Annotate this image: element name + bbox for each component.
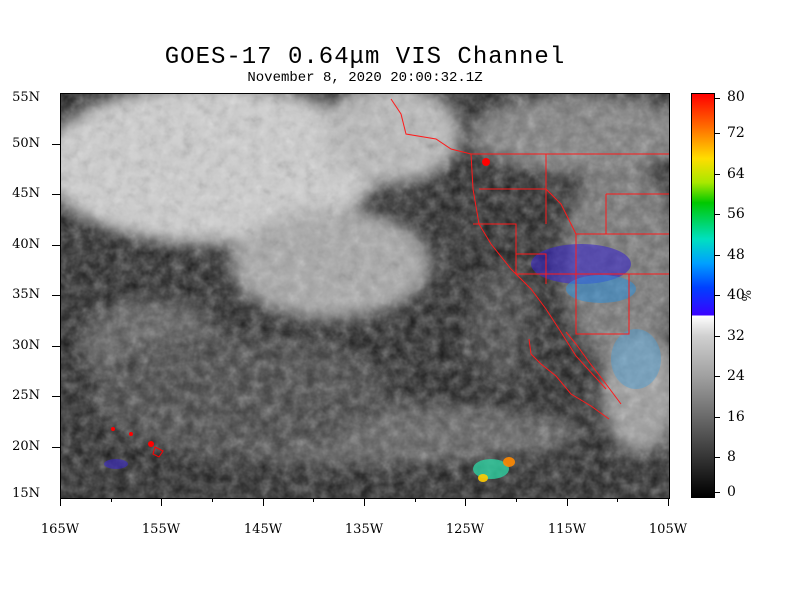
colorbar-label: 16 <box>727 409 745 425</box>
lat-label: 50N <box>12 136 40 151</box>
lat-label: 15N <box>12 486 40 501</box>
cloud-texture <box>61 94 669 498</box>
satellite-image <box>60 93 670 499</box>
lon-label: 125W <box>445 522 485 537</box>
lat-label: 20N <box>12 439 40 454</box>
lon-label: 165W <box>40 522 80 537</box>
lon-label: 105W <box>648 522 688 537</box>
satellite-map-svg <box>61 94 669 498</box>
lat-label: 35N <box>12 287 40 302</box>
colorbar-label: 24 <box>727 368 745 384</box>
lon-label: 135W <box>344 522 384 537</box>
map-title: GOES-17 0.64μm VIS Channel <box>164 44 566 71</box>
state-boundaries <box>390 98 669 420</box>
lon-label: 155W <box>141 522 181 537</box>
lat-label: 55N <box>12 90 40 105</box>
colorbar-label: 80 <box>727 89 745 105</box>
colorbar <box>691 93 715 498</box>
colorbar-label: 48 <box>727 247 745 263</box>
colorbar-label: 56 <box>727 206 745 222</box>
lon-label: 115W <box>547 522 587 537</box>
colorbar-label: 72 <box>727 125 745 141</box>
colorbar-unit: % <box>739 290 753 302</box>
colorbar-label: 0 <box>727 484 736 500</box>
colorbar-label: 40 <box>727 287 745 303</box>
islands <box>111 158 490 458</box>
colorbar-label: 32 <box>727 328 745 344</box>
lon-label: 145W <box>243 522 283 537</box>
lat-label: 25N <box>12 388 40 403</box>
colorbar-label: 8 <box>727 449 736 465</box>
lat-label: 30N <box>12 338 40 353</box>
map-subtitle: November 8, 2020 20:00:32.1Z <box>247 70 483 86</box>
lat-label: 40N <box>12 237 40 252</box>
colorbar-label: 64 <box>727 166 745 182</box>
lat-label: 45N <box>12 186 40 201</box>
